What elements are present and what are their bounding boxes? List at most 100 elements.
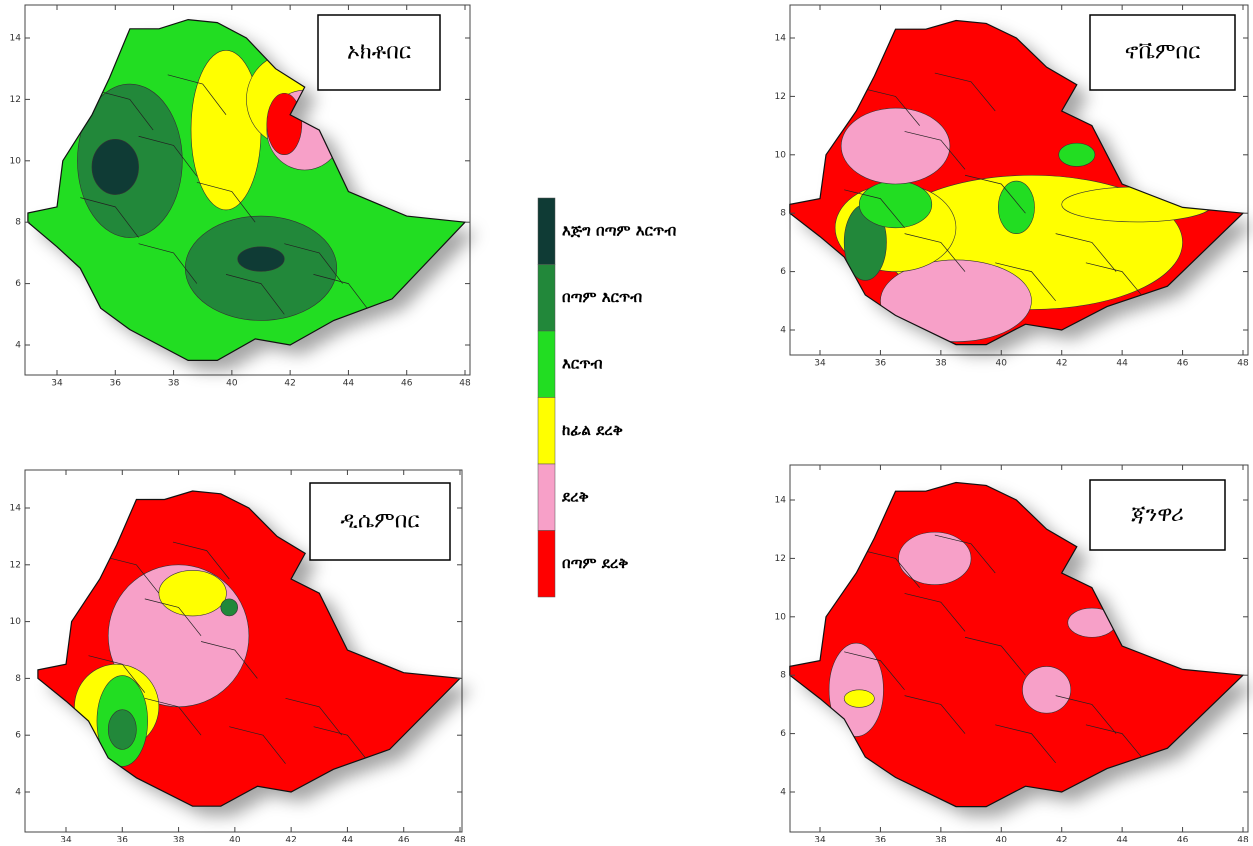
- y-tick-label: 6: [15, 731, 21, 741]
- region-border: [904, 695, 966, 734]
- region-border: [229, 726, 286, 764]
- title-box: [1089, 14, 1236, 91]
- x-tick-label: 36: [875, 836, 887, 843]
- region-border: [94, 89, 154, 131]
- y-tick-label: 14: [775, 34, 787, 44]
- region-border: [859, 549, 920, 588]
- country-border: [27, 18, 467, 361]
- x-tick-label: 36: [117, 836, 129, 843]
- country-border: [789, 19, 1245, 346]
- y-tick-label: 10: [775, 612, 787, 622]
- y-tick-label: 4: [780, 788, 786, 798]
- y-tick-label: 14: [10, 504, 22, 514]
- legend-label: ደረቅ: [561, 488, 589, 506]
- x-tick-label: 42: [1056, 359, 1067, 369]
- zone: [840, 107, 951, 185]
- region-border: [934, 72, 996, 112]
- region-border: [904, 131, 966, 170]
- region-border: [1085, 262, 1147, 302]
- zone: [858, 180, 933, 229]
- legend-label: በጣም እርጥብ: [562, 288, 642, 306]
- region-border: [904, 233, 966, 272]
- region-border: [313, 274, 373, 315]
- legend-swatch: [537, 397, 556, 465]
- region-border: [964, 636, 1026, 676]
- zones: [828, 531, 1147, 764]
- x-tick-label: 48: [459, 379, 471, 389]
- region-border: [1055, 233, 1117, 272]
- legend-swatch: [537, 530, 556, 598]
- zone: [190, 49, 262, 211]
- region-border: [172, 541, 230, 580]
- y-tick-label: 4: [15, 341, 21, 351]
- legend-swatch: [537, 463, 556, 531]
- zone: [1058, 142, 1096, 167]
- legend-swatch: [537, 330, 556, 398]
- x-tick-label: 44: [1116, 359, 1128, 369]
- zone: [898, 531, 972, 585]
- region-border: [964, 174, 1026, 214]
- x-tick-label: 40: [226, 379, 238, 389]
- region-border: [284, 243, 343, 284]
- region-border: [138, 243, 198, 284]
- y-tick-label: 12: [10, 95, 21, 105]
- x-tick-label: 34: [51, 379, 63, 389]
- region-border: [80, 197, 139, 238]
- zone: [220, 598, 238, 617]
- zone: [880, 259, 1032, 342]
- x-tick-label: 44: [1116, 836, 1128, 843]
- y-tick-label: 6: [780, 267, 786, 277]
- panel-title: ዲሴምበር: [340, 509, 419, 534]
- title-box: [317, 14, 441, 91]
- zone: [843, 689, 875, 708]
- country-border: [37, 490, 462, 807]
- y-tick-label: 10: [775, 150, 787, 160]
- region-border: [138, 135, 198, 177]
- y-tick-label: 14: [775, 496, 787, 506]
- x-tick-label: 48: [454, 836, 466, 843]
- legend-swatch: [537, 264, 556, 332]
- x-tick-label: 40: [229, 836, 241, 843]
- x-tick-label: 44: [342, 836, 354, 843]
- x-tick-label: 34: [60, 836, 72, 843]
- y-tick-label: 12: [10, 560, 21, 570]
- x-tick-label: 46: [1177, 836, 1189, 843]
- zone: [107, 709, 137, 750]
- region-border: [934, 534, 996, 574]
- zone: [997, 180, 1035, 234]
- y-tick-label: 8: [15, 674, 21, 684]
- zone: [1022, 666, 1072, 714]
- y-tick-label: 10: [10, 617, 22, 627]
- region-border: [313, 726, 371, 764]
- x-tick-label: 42: [1056, 836, 1067, 843]
- x-tick-label: 36: [110, 379, 122, 389]
- panel-title: ጃንዋሪ: [1131, 502, 1184, 527]
- region-border: [859, 87, 920, 126]
- x-tick-label: 34: [814, 836, 826, 843]
- title-box: [309, 482, 451, 561]
- x-tick-label: 38: [168, 379, 180, 389]
- legend-label: በጣም ደረቅ: [562, 554, 628, 572]
- region-border: [995, 724, 1056, 764]
- legend-label: እርጥብ: [562, 355, 603, 373]
- y-tick-label: 8: [15, 218, 21, 228]
- x-tick-label: 46: [398, 836, 410, 843]
- zones: [74, 541, 371, 767]
- y-tick-label: 8: [780, 671, 786, 681]
- y-tick-label: 4: [780, 326, 786, 336]
- x-tick-label: 48: [1237, 359, 1249, 369]
- region-border: [844, 189, 905, 229]
- x-tick-label: 44: [343, 379, 355, 389]
- region-border: [285, 697, 343, 736]
- y-tick-label: 14: [10, 34, 22, 44]
- y-tick-label: 6: [15, 279, 21, 289]
- zone: [158, 570, 227, 617]
- y-tick-label: 10: [10, 156, 22, 166]
- panel-title: ኦክቶበር: [347, 40, 411, 65]
- x-tick-label: 38: [935, 359, 947, 369]
- x-tick-label: 38: [935, 836, 947, 843]
- region-border: [1085, 724, 1147, 764]
